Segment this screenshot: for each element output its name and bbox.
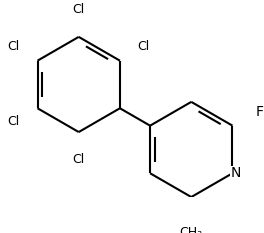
Text: Cl: Cl	[73, 153, 85, 166]
Text: CH₃: CH₃	[180, 226, 203, 233]
Text: Cl: Cl	[73, 3, 85, 16]
Text: N: N	[231, 166, 241, 180]
Text: Cl: Cl	[8, 116, 20, 128]
Text: F: F	[256, 105, 264, 119]
Text: Cl: Cl	[8, 41, 20, 53]
Text: Cl: Cl	[138, 41, 150, 53]
